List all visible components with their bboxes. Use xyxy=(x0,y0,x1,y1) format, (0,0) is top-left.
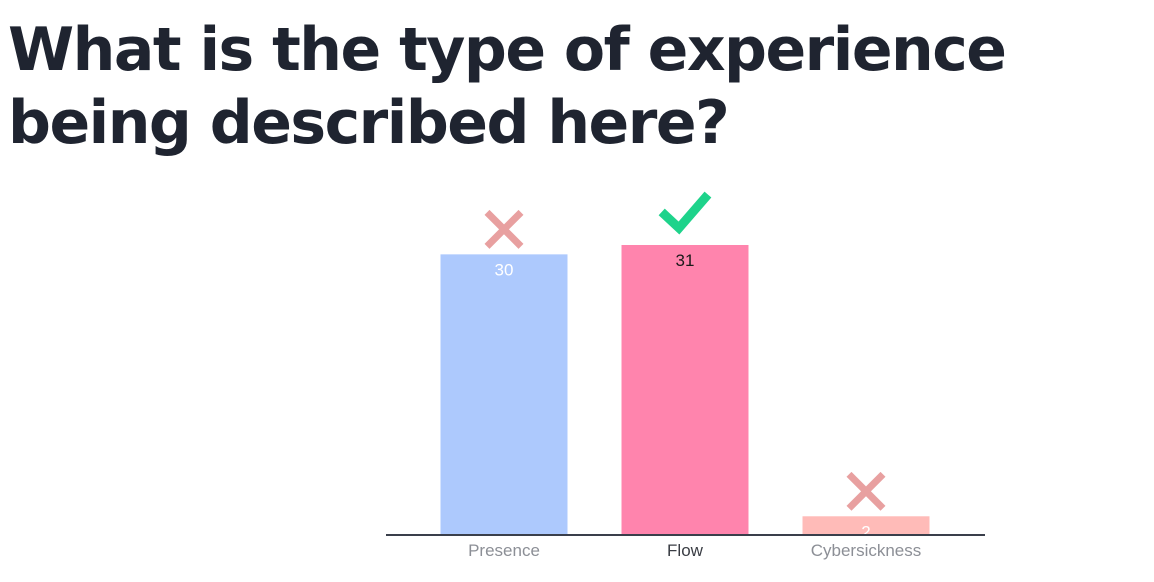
incorrect-icon xyxy=(846,471,886,511)
value-label-flow: 31 xyxy=(676,251,695,270)
bar-cybersickness xyxy=(802,516,930,535)
incorrect-icon xyxy=(484,209,524,249)
value-label-cybersickness: 2 xyxy=(861,522,870,541)
category-label-flow: Flow xyxy=(667,541,704,560)
bar-presence xyxy=(440,254,568,535)
bar-flow xyxy=(621,245,749,535)
correct-icon xyxy=(658,191,712,235)
category-label-presence: Presence xyxy=(468,541,540,560)
question-title: What is the type of experience being des… xyxy=(8,15,1007,158)
value-label-presence: 30 xyxy=(495,260,514,279)
category-label-cybersickness: Cybersickness xyxy=(811,541,922,560)
